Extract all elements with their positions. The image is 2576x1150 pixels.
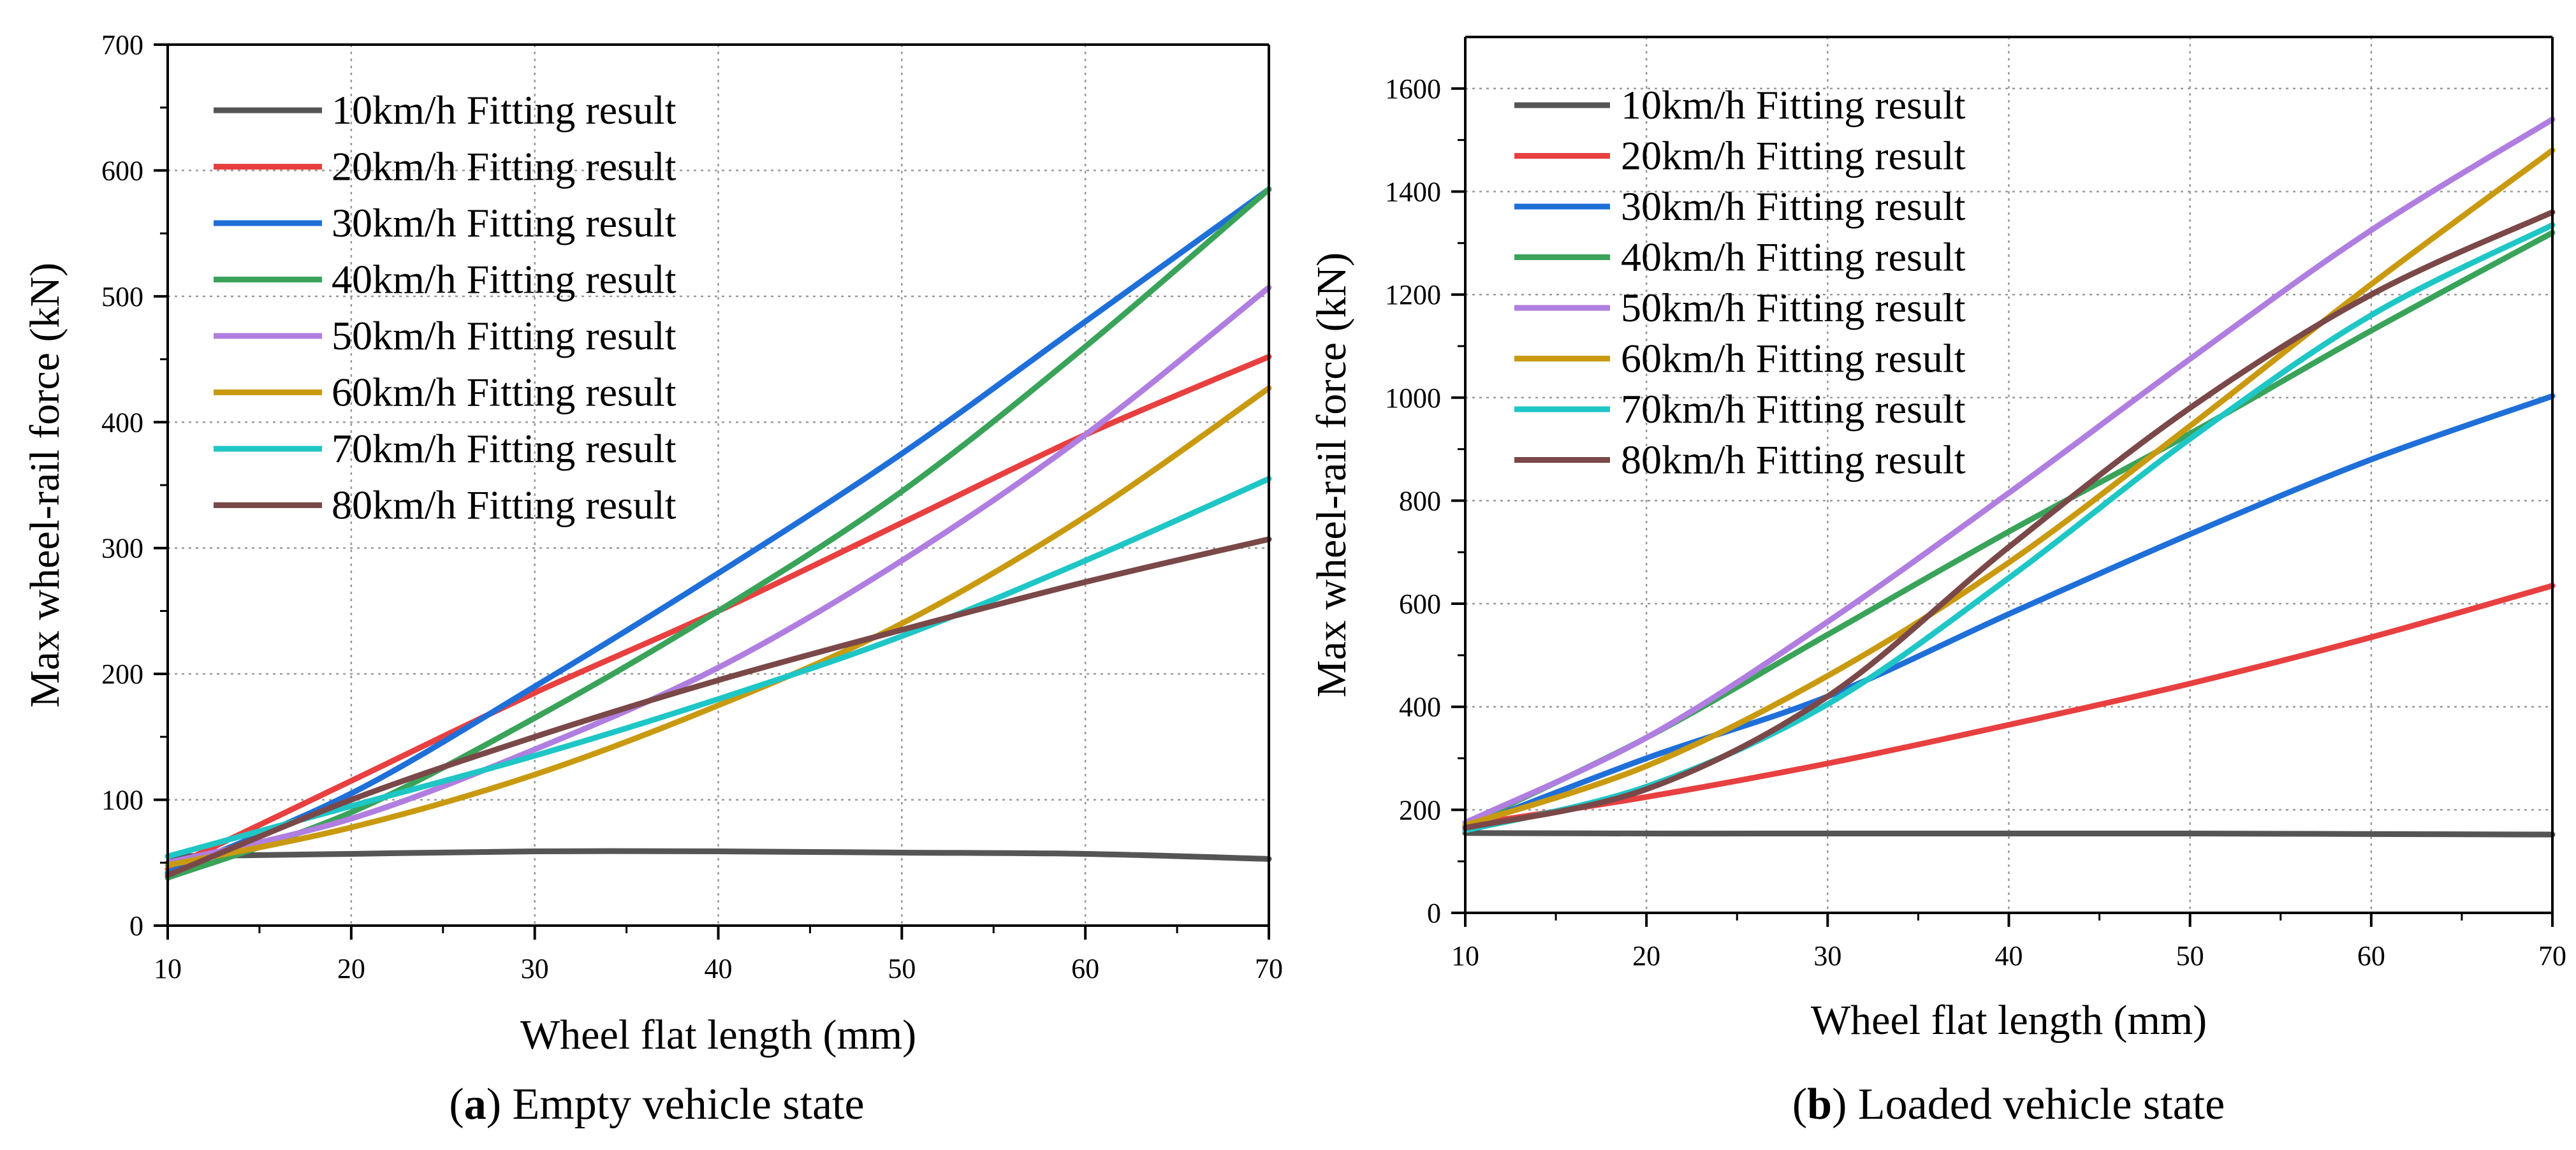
legend-label: 80km/h Fitting result bbox=[332, 483, 677, 528]
series-line-40kmh bbox=[165, 186, 1272, 881]
y-tick-label: 600 bbox=[101, 155, 143, 186]
x-tick-label: 40 bbox=[705, 953, 733, 984]
panel-caption: (b) Loaded vehicle state bbox=[1792, 1080, 2225, 1129]
series-line-60kmh bbox=[1462, 147, 2556, 829]
legend-label: 70km/h Fitting result bbox=[332, 426, 677, 471]
series-line-30kmh bbox=[165, 186, 1272, 876]
series-line-80kmh bbox=[1462, 209, 2556, 831]
legend-label: 20km/h Fitting result bbox=[1621, 133, 1966, 178]
y-tick-label: 200 bbox=[101, 659, 143, 690]
legend-label: 40km/h Fitting result bbox=[332, 257, 677, 302]
y-tick-label: 1200 bbox=[1385, 279, 1441, 310]
legend-label: 10km/h Fitting result bbox=[332, 87, 677, 133]
y-tick-label: 0 bbox=[129, 910, 143, 942]
legend-label: 50km/h Fitting result bbox=[332, 313, 677, 358]
x-tick-label: 50 bbox=[2176, 940, 2204, 972]
x-axis-title: Wheel flat length (mm) bbox=[1811, 997, 2207, 1044]
y-tick-label: 0 bbox=[1427, 898, 1441, 929]
x-tick-label: 20 bbox=[337, 953, 365, 984]
series-line-50kmh bbox=[1462, 116, 2556, 826]
y-tick-label: 1600 bbox=[1385, 73, 1441, 105]
y-tick-label: 1000 bbox=[1385, 382, 1441, 414]
legend-label: 10km/h Fitting result bbox=[1621, 82, 1966, 127]
y-tick-label: 200 bbox=[1399, 794, 1441, 826]
y-tick-label: 800 bbox=[1399, 485, 1441, 516]
x-axis-title: Wheel flat length (mm) bbox=[520, 1012, 916, 1058]
legend-label: 80km/h Fitting result bbox=[1621, 437, 1966, 483]
series-line-30kmh bbox=[1462, 393, 2556, 831]
y-tick-label: 1400 bbox=[1385, 176, 1441, 207]
x-tick-label: 30 bbox=[1813, 940, 1841, 972]
legend-label: 30km/h Fitting result bbox=[332, 200, 677, 245]
series-line-10kmh bbox=[165, 848, 1272, 862]
x-tick-label: 60 bbox=[2357, 940, 2385, 972]
legend-label: 30km/h Fitting result bbox=[1621, 184, 1966, 229]
x-tick-label: 10 bbox=[154, 953, 182, 984]
chart-panel-a: 10 20 30 40 50 60 700100200300400500600700Whee… bbox=[22, 29, 1283, 1129]
legend-label: 60km/h Fitting result bbox=[332, 370, 677, 415]
legend-label: 50km/h Fitting result bbox=[1621, 285, 1966, 330]
y-tick-label: 400 bbox=[101, 407, 143, 438]
series-line-80kmh bbox=[165, 536, 1272, 878]
series-line-50kmh bbox=[165, 284, 1272, 866]
x-tick-label: 70 bbox=[2538, 940, 2566, 972]
y-tick-label: 100 bbox=[101, 785, 143, 816]
x-tick-label: 50 bbox=[888, 953, 916, 984]
y-tick-label: 600 bbox=[1399, 588, 1441, 620]
x-tick-label: 20 bbox=[1632, 940, 1660, 972]
legend-label: 60km/h Fitting result bbox=[1621, 336, 1966, 381]
legend-label: 40km/h Fitting result bbox=[1621, 235, 1966, 280]
x-tick-label: 30 bbox=[521, 953, 549, 984]
y-tick-label: 500 bbox=[101, 281, 143, 312]
y-tick-label: 400 bbox=[1399, 692, 1441, 723]
x-tick-label: 60 bbox=[1071, 953, 1099, 984]
x-tick-label: 10 bbox=[1451, 940, 1479, 972]
legend-label: 70km/h Fitting result bbox=[1621, 386, 1966, 432]
series-line-20kmh bbox=[1462, 583, 2556, 829]
x-tick-label: 70 bbox=[1255, 953, 1283, 984]
y-axis-title: Max wheel-rail force (kN) bbox=[22, 263, 68, 708]
series-line-10kmh bbox=[1462, 830, 2556, 838]
y-tick-label: 300 bbox=[101, 533, 143, 564]
x-tick-label: 40 bbox=[1995, 940, 2023, 972]
y-axis-title: Max wheel-rail force (kN) bbox=[1308, 252, 1355, 697]
legend-label: 20km/h Fitting result bbox=[332, 144, 677, 189]
series-line-60kmh bbox=[165, 385, 1272, 868]
series-line-70kmh bbox=[165, 476, 1272, 859]
panel-caption: (a) Empty vehicle state bbox=[449, 1080, 864, 1129]
chart-panel-b: 10 20 30 40 50 60 70 0 200 400 600 800 1000 1200 1400 1… bbox=[1308, 36, 2566, 1129]
y-tick-label: 700 bbox=[101, 29, 143, 61]
